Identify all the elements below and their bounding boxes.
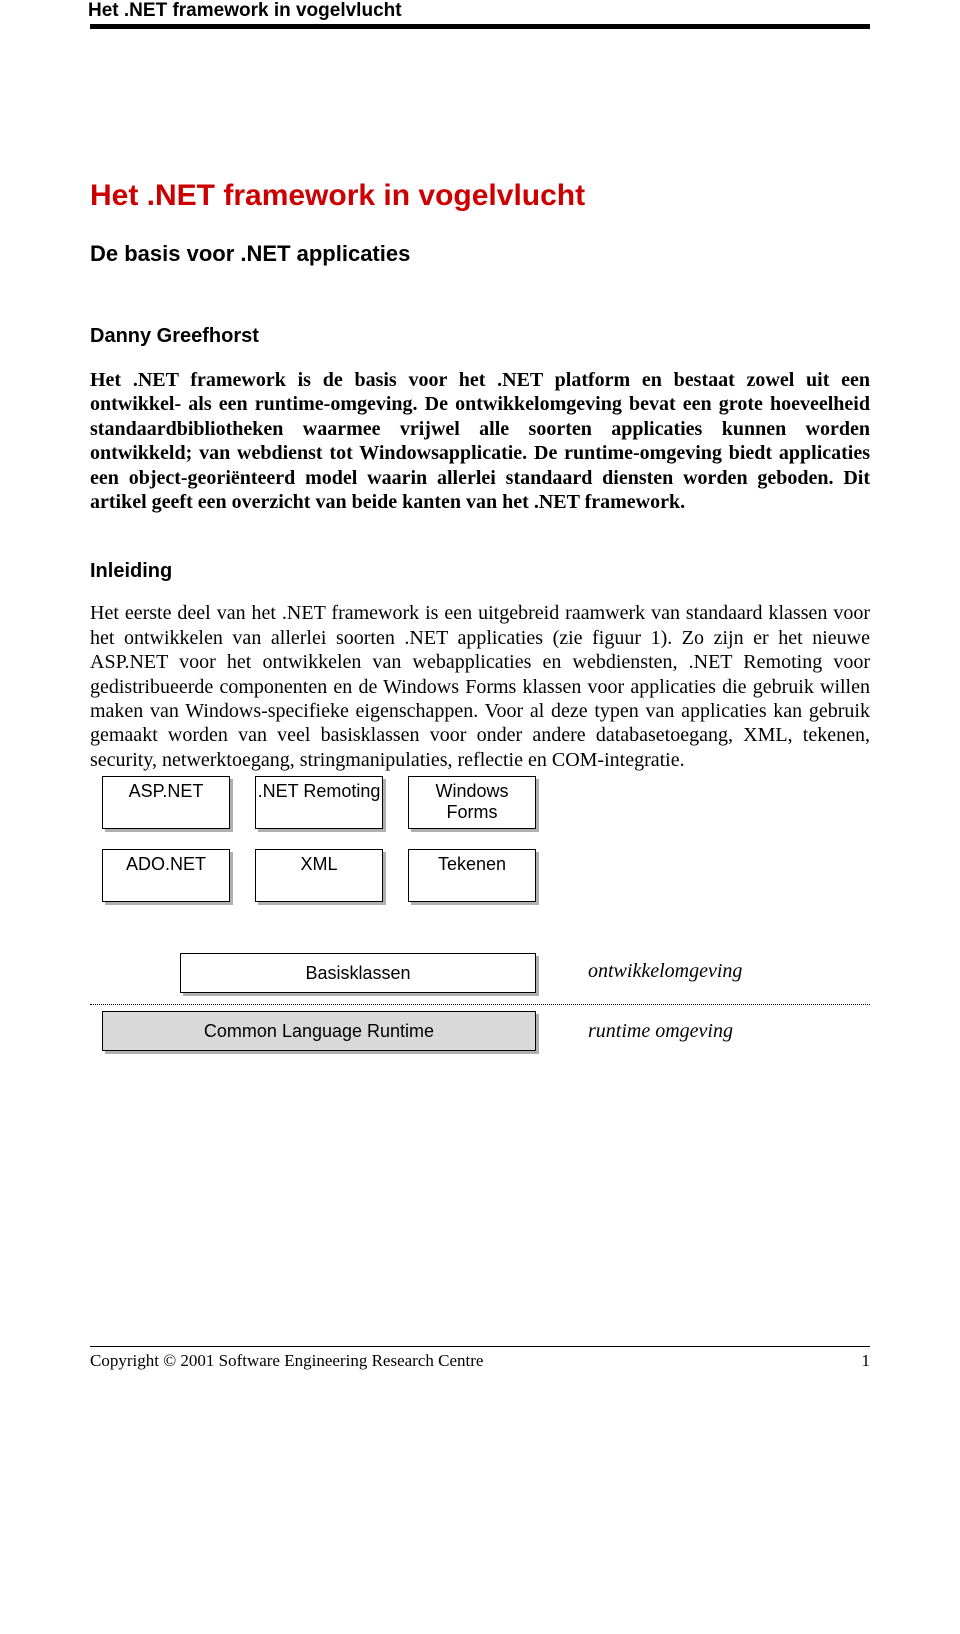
architecture-diagram: ASP.NET .NET Remoting Windows Forms ADO.NET… [90,776,870,1116]
diagram-box: XML [255,849,383,902]
document-title: Het .NET framework in vogelvlucht [90,179,870,213]
diagram-box: ADO.NET [102,849,230,902]
page-footer: Copyright © 2001 Software Engineering Re… [90,1346,870,1371]
body-paragraph: Het eerste deel van het .NET framework i… [90,601,870,772]
diagram-box: Basisklassen [180,953,536,993]
diagram-box: .NET Remoting [255,776,383,829]
document-subtitle: De basis voor .NET applicaties [90,241,870,267]
header-rule: Het .NET framework in vogelvlucht [90,0,870,29]
diagram-label: runtime omgeving [588,1020,733,1043]
diagram-box: Windows Forms [408,776,536,829]
running-header: Het .NET framework in vogelvlucht [88,0,870,24]
author-name: Danny Greefhorst [90,325,870,348]
diagram-label: ontwikkelomgeving [588,960,742,983]
diagram-box: ASP.NET [102,776,230,829]
diagram-box: Common Language Runtime [102,1011,536,1051]
diagram-box: Tekenen [408,849,536,902]
footer-copyright: Copyright © 2001 Software Engineering Re… [90,1351,483,1371]
section-heading: Inleiding [90,560,870,583]
abstract-paragraph: Het .NET framework is de basis voor het … [90,368,870,514]
diagram-separator [90,1004,870,1005]
footer-page-number: 1 [862,1351,871,1371]
